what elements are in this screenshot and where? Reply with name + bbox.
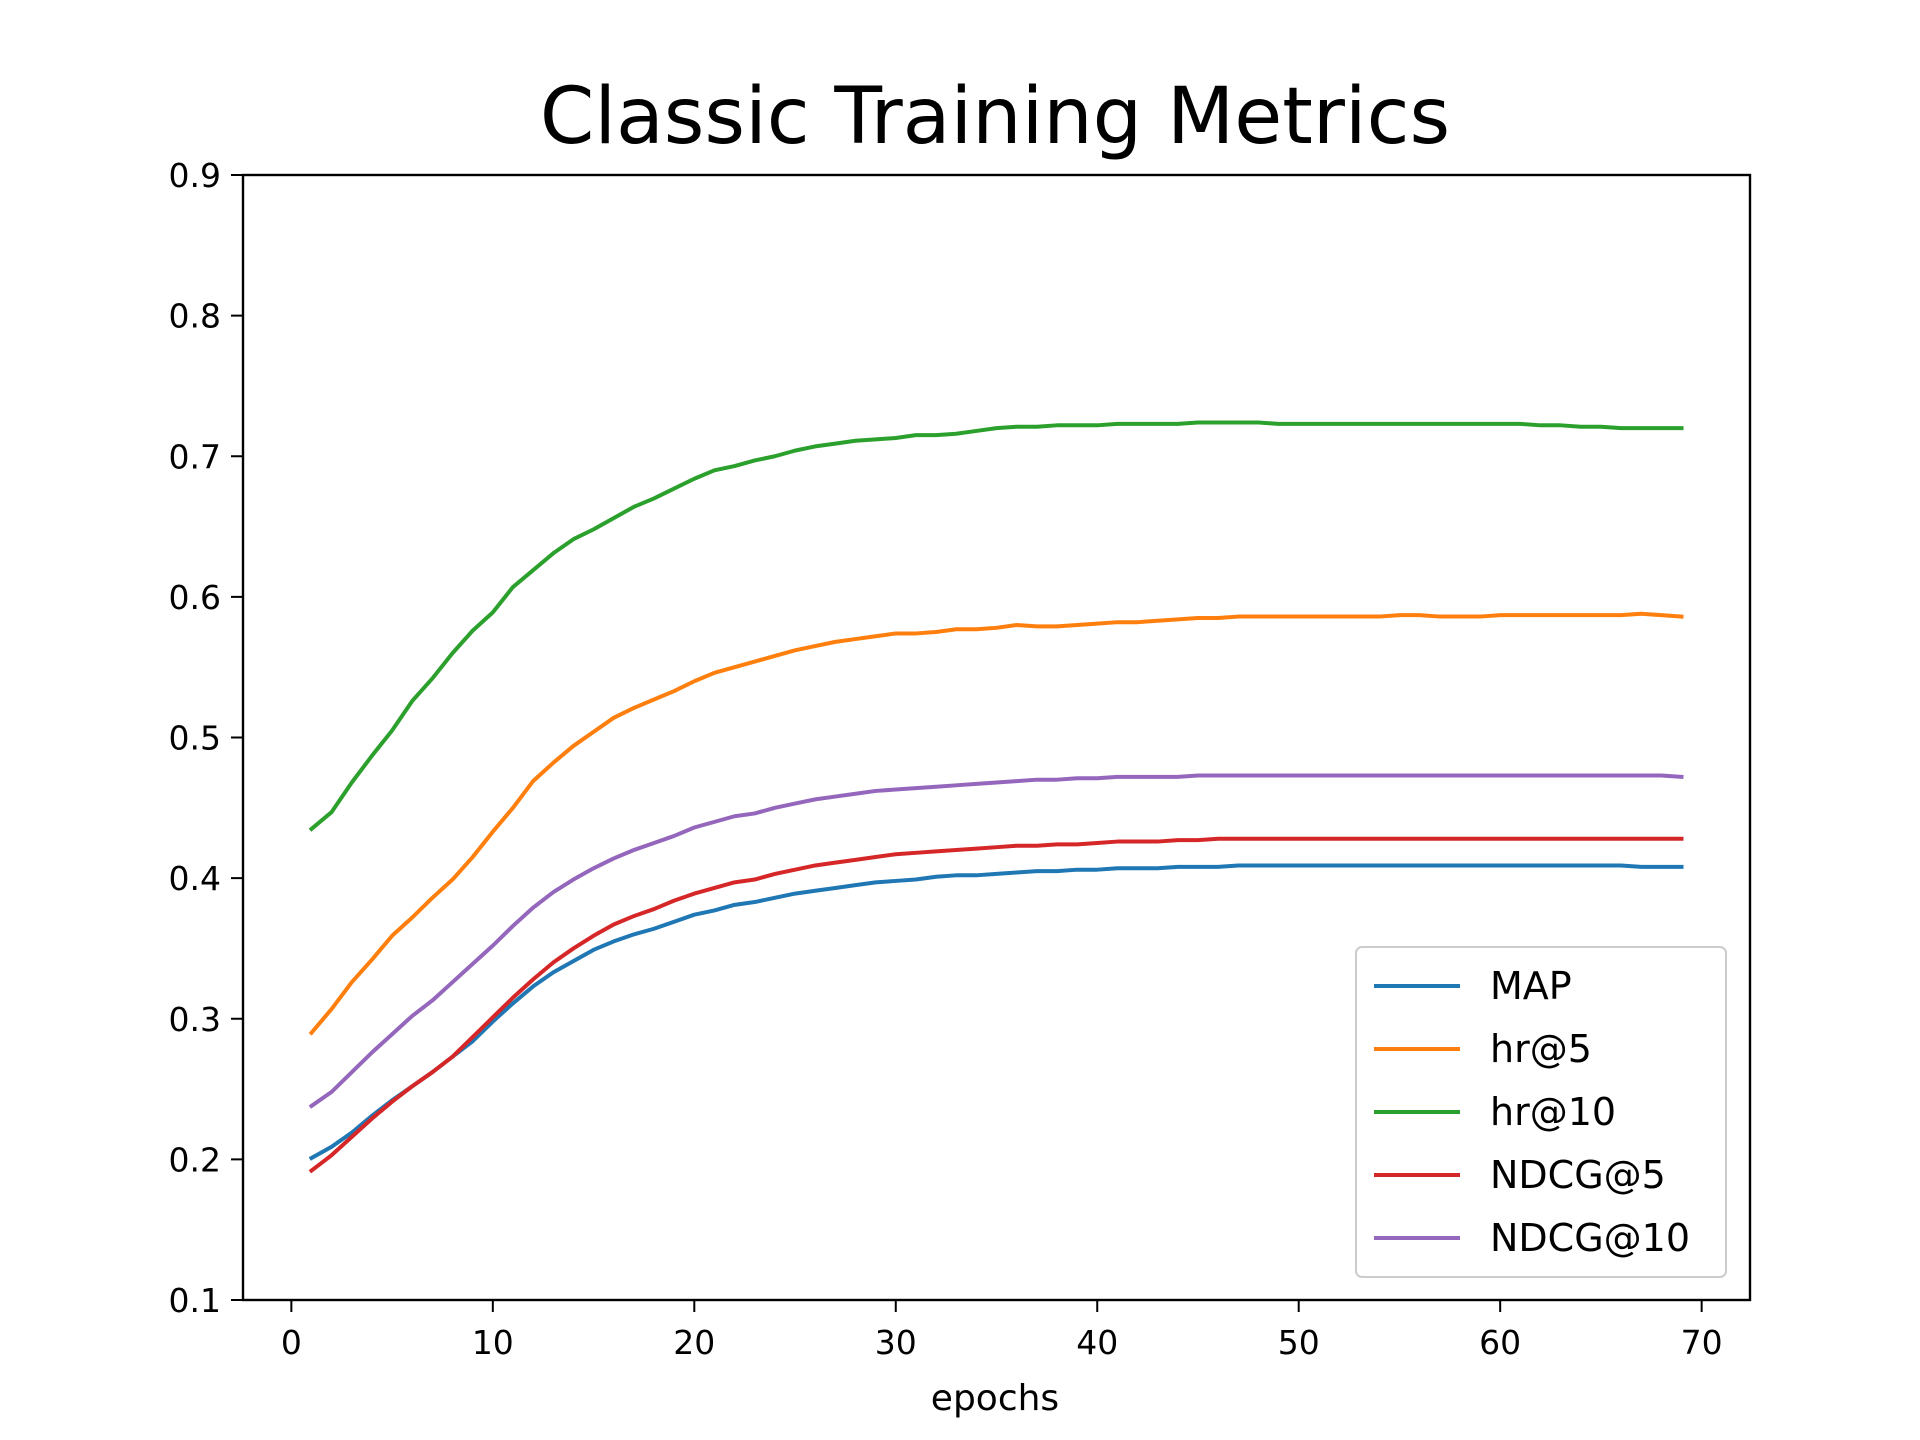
x-tick-label: 70: [1681, 1323, 1723, 1362]
legend-label-hr-5: hr@5: [1490, 1027, 1592, 1071]
y-tick-label: 0.3: [169, 1000, 221, 1039]
y-tick-label: 0.2: [169, 1140, 221, 1179]
plot-frame: [241, 173, 1752, 1302]
legend-box: [1355, 946, 1727, 1278]
x-tick-label: 50: [1278, 1323, 1320, 1362]
series-line-hr-5: [308, 611, 1684, 1036]
y-tick-label: 0.6: [169, 578, 221, 617]
y-axis-ticks: 0.1 0.2 0.3 0.4 0.5 0.6 0.7 0.8 0.9: [169, 156, 243, 1320]
series-line-map: [308, 863, 1684, 1161]
x-axis-label: epochs: [931, 1378, 1059, 1419]
series-layer: [308, 420, 1684, 1174]
legend-label-hr-10: hr@10: [1490, 1090, 1616, 1134]
legend: MAP hr@5 hr@10 NDCG@5 NDCG@10: [1355, 946, 1727, 1278]
x-tick-label: 60: [1479, 1323, 1521, 1362]
y-tick-label: 0.8: [169, 297, 221, 336]
chart-title: Classic Training Metrics: [540, 72, 1450, 162]
series-line-hr-10: [308, 420, 1684, 832]
y-tick-label: 0.7: [169, 437, 221, 476]
x-tick-label: 10: [472, 1323, 514, 1362]
legend-label-ndcg-5: NDCG@5: [1490, 1153, 1666, 1197]
y-tick-label: 0.1: [169, 1281, 221, 1320]
y-tick-label: 0.4: [169, 859, 221, 898]
x-axis-ticks: 0 10 20 30 40 50 60 70: [281, 1300, 1723, 1362]
y-tick-label: 0.5: [169, 719, 221, 758]
legend-label-ndcg-10: NDCG@10: [1490, 1216, 1690, 1260]
series-line-ndcg-10: [308, 773, 1684, 1109]
x-tick-label: 0: [281, 1323, 302, 1362]
x-tick-label: 30: [875, 1323, 917, 1362]
x-tick-label: 40: [1076, 1323, 1118, 1362]
y-tick-label: 0.9: [169, 156, 221, 195]
x-tick-label: 20: [673, 1323, 715, 1362]
series-line-ndcg-5: [308, 836, 1684, 1174]
legend-label-map: MAP: [1490, 964, 1572, 1008]
